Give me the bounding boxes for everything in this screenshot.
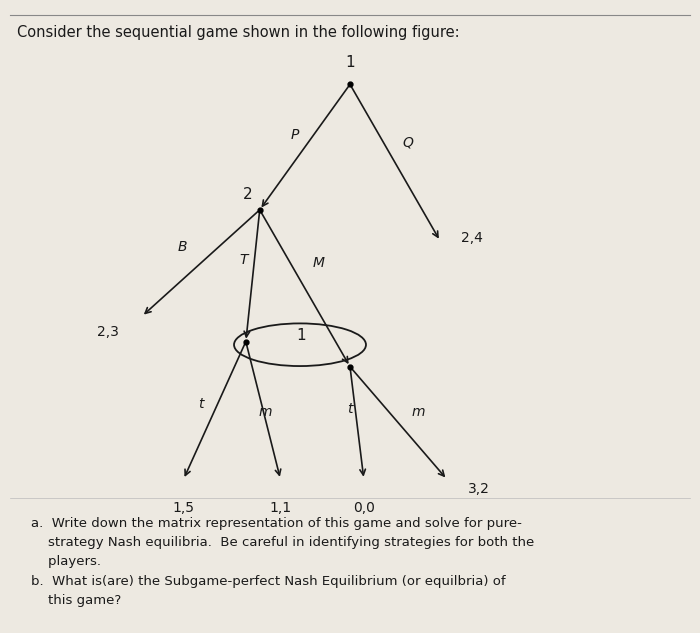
Text: 1,1: 1,1 [270, 501, 292, 515]
Text: P: P [290, 127, 299, 142]
Text: 1,5: 1,5 [172, 501, 195, 515]
Text: 1: 1 [345, 55, 355, 70]
Text: 2,4: 2,4 [461, 231, 482, 245]
Text: m: m [412, 405, 425, 419]
Text: strategy Nash equilibria.  Be careful in identifying strategies for both the: strategy Nash equilibria. Be careful in … [31, 536, 534, 549]
Text: Consider the sequential game shown in the following figure:: Consider the sequential game shown in th… [17, 25, 459, 40]
Text: b.  What is(are) the Subgame-perfect Nash Equilibrium (or equilbria) of: b. What is(are) the Subgame-perfect Nash… [31, 575, 505, 588]
Text: a.  Write down the matrix representation of this game and solve for pure-: a. Write down the matrix representation … [31, 517, 522, 530]
Text: players.: players. [31, 555, 101, 568]
Text: 0,0: 0,0 [353, 501, 375, 515]
Text: B: B [177, 241, 187, 254]
Text: t: t [347, 403, 353, 417]
Text: Q: Q [402, 135, 413, 149]
Text: 2: 2 [243, 187, 253, 202]
Text: 3,2: 3,2 [468, 482, 489, 496]
Text: m: m [258, 405, 272, 419]
Text: 1: 1 [297, 328, 306, 343]
Text: t: t [198, 398, 204, 411]
Text: M: M [313, 256, 325, 270]
Text: this game?: this game? [31, 594, 121, 606]
Text: T: T [239, 253, 248, 267]
Text: 2,3: 2,3 [97, 325, 119, 339]
